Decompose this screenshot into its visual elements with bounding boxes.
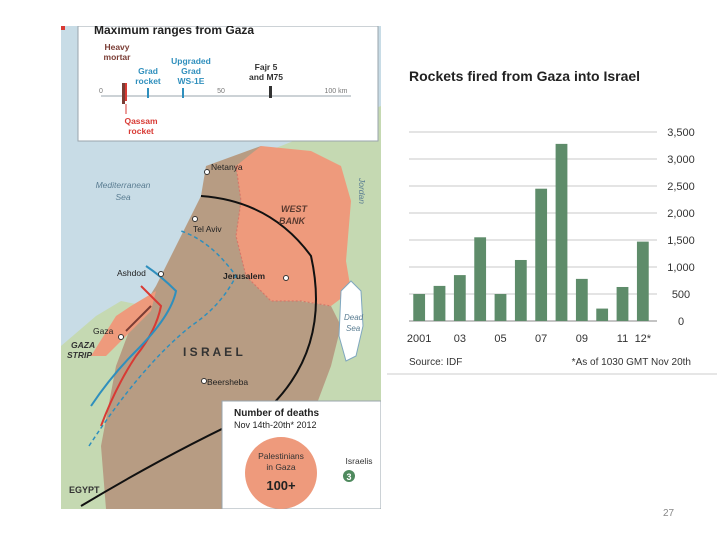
beersheba-dot (201, 378, 207, 384)
chart-footnote: *As of 1030 GMT Nov 20th (572, 357, 691, 368)
y-tick-label: 2,000 (667, 208, 695, 220)
gaza-dot (118, 334, 124, 340)
gaza-strip-area (91, 291, 156, 356)
bar-2005 (494, 294, 507, 321)
tel-aviv-label: Tel Aviv (193, 224, 222, 234)
y-tick-label: 2,500 (667, 181, 695, 193)
gaza-range-map: Maximum ranges from Gaza Heavy mortar Gr… (61, 23, 382, 510)
y-tick-label: 0 (678, 316, 684, 328)
scale-tick-0: 0 (99, 88, 103, 95)
x-tick-label: 05 (494, 333, 506, 345)
chart-source: Source: IDF (409, 357, 462, 368)
x-tick-label: 09 (576, 333, 588, 345)
mediterranean-label: Mediterranean (96, 180, 151, 190)
heavy-mortar-label: Heavy (104, 42, 129, 52)
jerusalem-label: Jerusalem (223, 271, 265, 281)
jordan-label: Jordan (357, 177, 367, 204)
palestinians-label: Palestinians (258, 451, 304, 461)
x-tick-label: 2001 (407, 333, 431, 345)
svg-text:rocket: rocket (128, 126, 154, 136)
upgraded-grad-range-arc (88, 230, 237, 447)
x-tick-label: 12* (635, 333, 652, 345)
beersheba-label: Beersheba (207, 377, 248, 387)
palestinians-circle (245, 437, 317, 509)
tel-aviv-dot (192, 216, 198, 222)
ranges-title: Maximum ranges from Gaza (94, 26, 254, 37)
ranges-legend-box (77, 25, 379, 142)
grad-range-arc (90, 265, 178, 407)
deaths-title: Number of deaths (234, 408, 319, 419)
x-tick-label: 03 (454, 333, 466, 345)
grad-marker (147, 88, 149, 98)
bar-2001 (413, 294, 426, 321)
rockets-chart: Rockets fired from Gaza into Israel 0 500… (387, 53, 717, 375)
bar-2008 (555, 143, 568, 321)
scale-tick-50: 50 (217, 88, 225, 95)
x-tick-label: 07 (535, 333, 547, 345)
bar-2007 (535, 188, 548, 321)
deaths-subtitle: Nov 14th-20th* 2012 (234, 420, 317, 430)
palestinians-count: 100+ (266, 478, 296, 493)
west-bank-border (235, 165, 332, 307)
svg-text:in Gaza: in Gaza (266, 462, 296, 472)
svg-text:Sea: Sea (115, 192, 130, 202)
svg-text:Grad: Grad (181, 66, 201, 76)
bar-2010 (596, 308, 609, 321)
israelis-label: Israelis (346, 456, 373, 466)
rockets-chart-svg: Rockets fired from Gaza into Israel 0500… (387, 53, 717, 375)
bar-2011 (616, 286, 629, 321)
y-tick-label: 1,000 (667, 262, 695, 274)
red-corner-mark (61, 26, 65, 30)
y-tick-label: 500 (672, 289, 690, 301)
chart-title: Rockets fired from Gaza into Israel (409, 68, 640, 84)
bar-2004 (474, 237, 487, 321)
west-bank-label: WEST (281, 204, 309, 214)
bar-2009 (575, 278, 588, 321)
west-bank-area (236, 146, 351, 306)
jerusalem-dot (283, 275, 289, 281)
mortar-range-arc (125, 305, 152, 332)
upgraded-grad-marker (182, 88, 184, 98)
fajr-marker (269, 86, 272, 98)
x-tick-label: 11 (617, 333, 628, 345)
gaza-label: Gaza (93, 326, 114, 336)
bar-2006 (514, 259, 527, 321)
gaza-strip-label: GAZA (71, 340, 95, 350)
bar-2012 (636, 241, 649, 321)
qassam-marker (125, 83, 127, 101)
fajr-label: Fajr 5 (255, 62, 278, 72)
egypt-label: EGYPT (69, 485, 100, 495)
ashdod-label: Ashdod (117, 268, 146, 278)
bar-2003 (453, 275, 466, 321)
dead-sea-area (338, 280, 364, 362)
dead-sea-label: Dead (344, 313, 364, 322)
svg-text:mortar: mortar (104, 52, 132, 62)
qassam-label: Qassam (124, 116, 158, 126)
y-tick-label: 3,500 (667, 127, 695, 139)
svg-text:STRIP: STRIP (67, 350, 92, 360)
page-number: 27 (663, 508, 675, 519)
upgraded-grad-label: Upgraded (171, 56, 211, 66)
svg-text:and M75: and M75 (249, 72, 283, 82)
netanya-dot (204, 169, 210, 175)
israel-label: I S R A E L (183, 345, 243, 359)
svg-text:Sea: Sea (346, 324, 361, 333)
grad-rocket-label: Grad (138, 66, 158, 76)
israelis-circle (343, 470, 355, 482)
scale-tick-100: 100 km (325, 88, 348, 95)
mortar-marker (122, 83, 125, 104)
bar-2002 (433, 285, 446, 321)
fajr-range-arc (80, 195, 317, 507)
svg-text:BANK: BANK (279, 216, 306, 226)
svg-text:WS-1E: WS-1E (178, 76, 205, 86)
svg-text:rocket: rocket (135, 76, 161, 86)
y-tick-label: 3,000 (667, 154, 695, 166)
y-tick-label: 1,500 (667, 235, 695, 247)
netanya-label: Netanya (211, 162, 243, 172)
ashdod-dot (158, 271, 164, 277)
map-graphic: Maximum ranges from Gaza Heavy mortar Gr… (61, 23, 382, 510)
israelis-count: 3 (346, 472, 351, 482)
